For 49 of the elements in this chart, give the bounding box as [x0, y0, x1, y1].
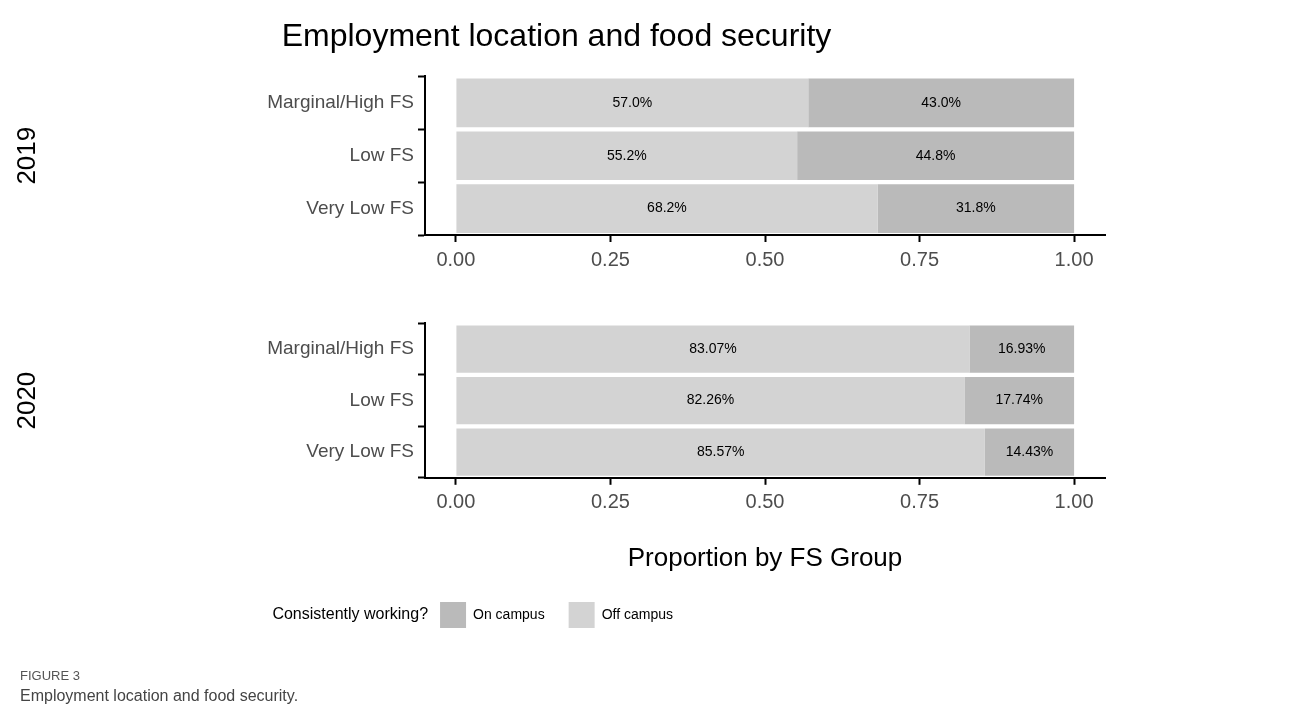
bar: [808, 78, 1075, 128]
legend-label: Off campus: [601, 605, 673, 622]
x-tick-label: 0.25: [590, 490, 630, 513]
y-axis-title: 2019: [10, 126, 41, 185]
x-axis-title: Proportion by FS Group: [627, 541, 903, 572]
data-label: 43.0%: [921, 93, 962, 110]
data-label: 16.93%: [998, 339, 1046, 356]
data-label: 31.8%: [955, 199, 996, 216]
x-tick-label: 0.00: [436, 247, 476, 270]
data-label: 55.2%: [606, 146, 647, 163]
legend-label: On campus: [473, 605, 545, 622]
y-tick-label: Marginal/High FS: [267, 337, 414, 359]
y-tick-label: Low FS: [349, 388, 414, 410]
bar: [456, 428, 985, 476]
x-tick-label: 1.00: [1054, 490, 1094, 513]
y-tick-label: Low FS: [349, 143, 414, 165]
data-label: 85.57%: [696, 442, 745, 459]
data-label: 14.43%: [1005, 442, 1054, 459]
chart-title: Employment location and food security: [281, 17, 832, 54]
caption: FIGURE 3: [19, 668, 81, 683]
data-label: 44.8%: [915, 146, 956, 163]
bar: [964, 376, 1075, 425]
data-label: 83.07%: [689, 339, 737, 356]
bar: [456, 376, 965, 425]
y-axis-title: 2020: [10, 371, 41, 430]
bar: [797, 131, 1075, 181]
bar: [456, 184, 878, 233]
data-label: 82.26%: [686, 391, 735, 408]
x-tick-label: 1.00: [1054, 247, 1094, 270]
x-tick-label: 0.25: [590, 247, 630, 270]
bar: [456, 325, 970, 373]
x-tick-label: 0.75: [900, 247, 940, 270]
x-tick-label: 0.00: [436, 490, 476, 513]
x-tick-label: 0.50: [745, 490, 785, 513]
x-tick-label: 0.75: [900, 490, 940, 513]
y-tick-label: Very Low FS: [306, 196, 414, 218]
bar: [456, 78, 809, 128]
data-label: 57.0%: [612, 93, 653, 110]
y-tick-label: Marginal/High FS: [267, 91, 414, 113]
legend-title: Consistently working?: [272, 605, 429, 623]
data-label: 68.2%: [647, 199, 687, 216]
bar: [877, 184, 1075, 233]
bar: [456, 131, 798, 181]
bar: [984, 428, 1075, 476]
y-tick-label: Very Low FS: [306, 440, 414, 462]
x-tick-label: 0.50: [745, 247, 785, 270]
bar: [969, 325, 1075, 373]
text: Employment location and food security.: [19, 687, 300, 705]
data-label: 17.74%: [995, 391, 1043, 408]
